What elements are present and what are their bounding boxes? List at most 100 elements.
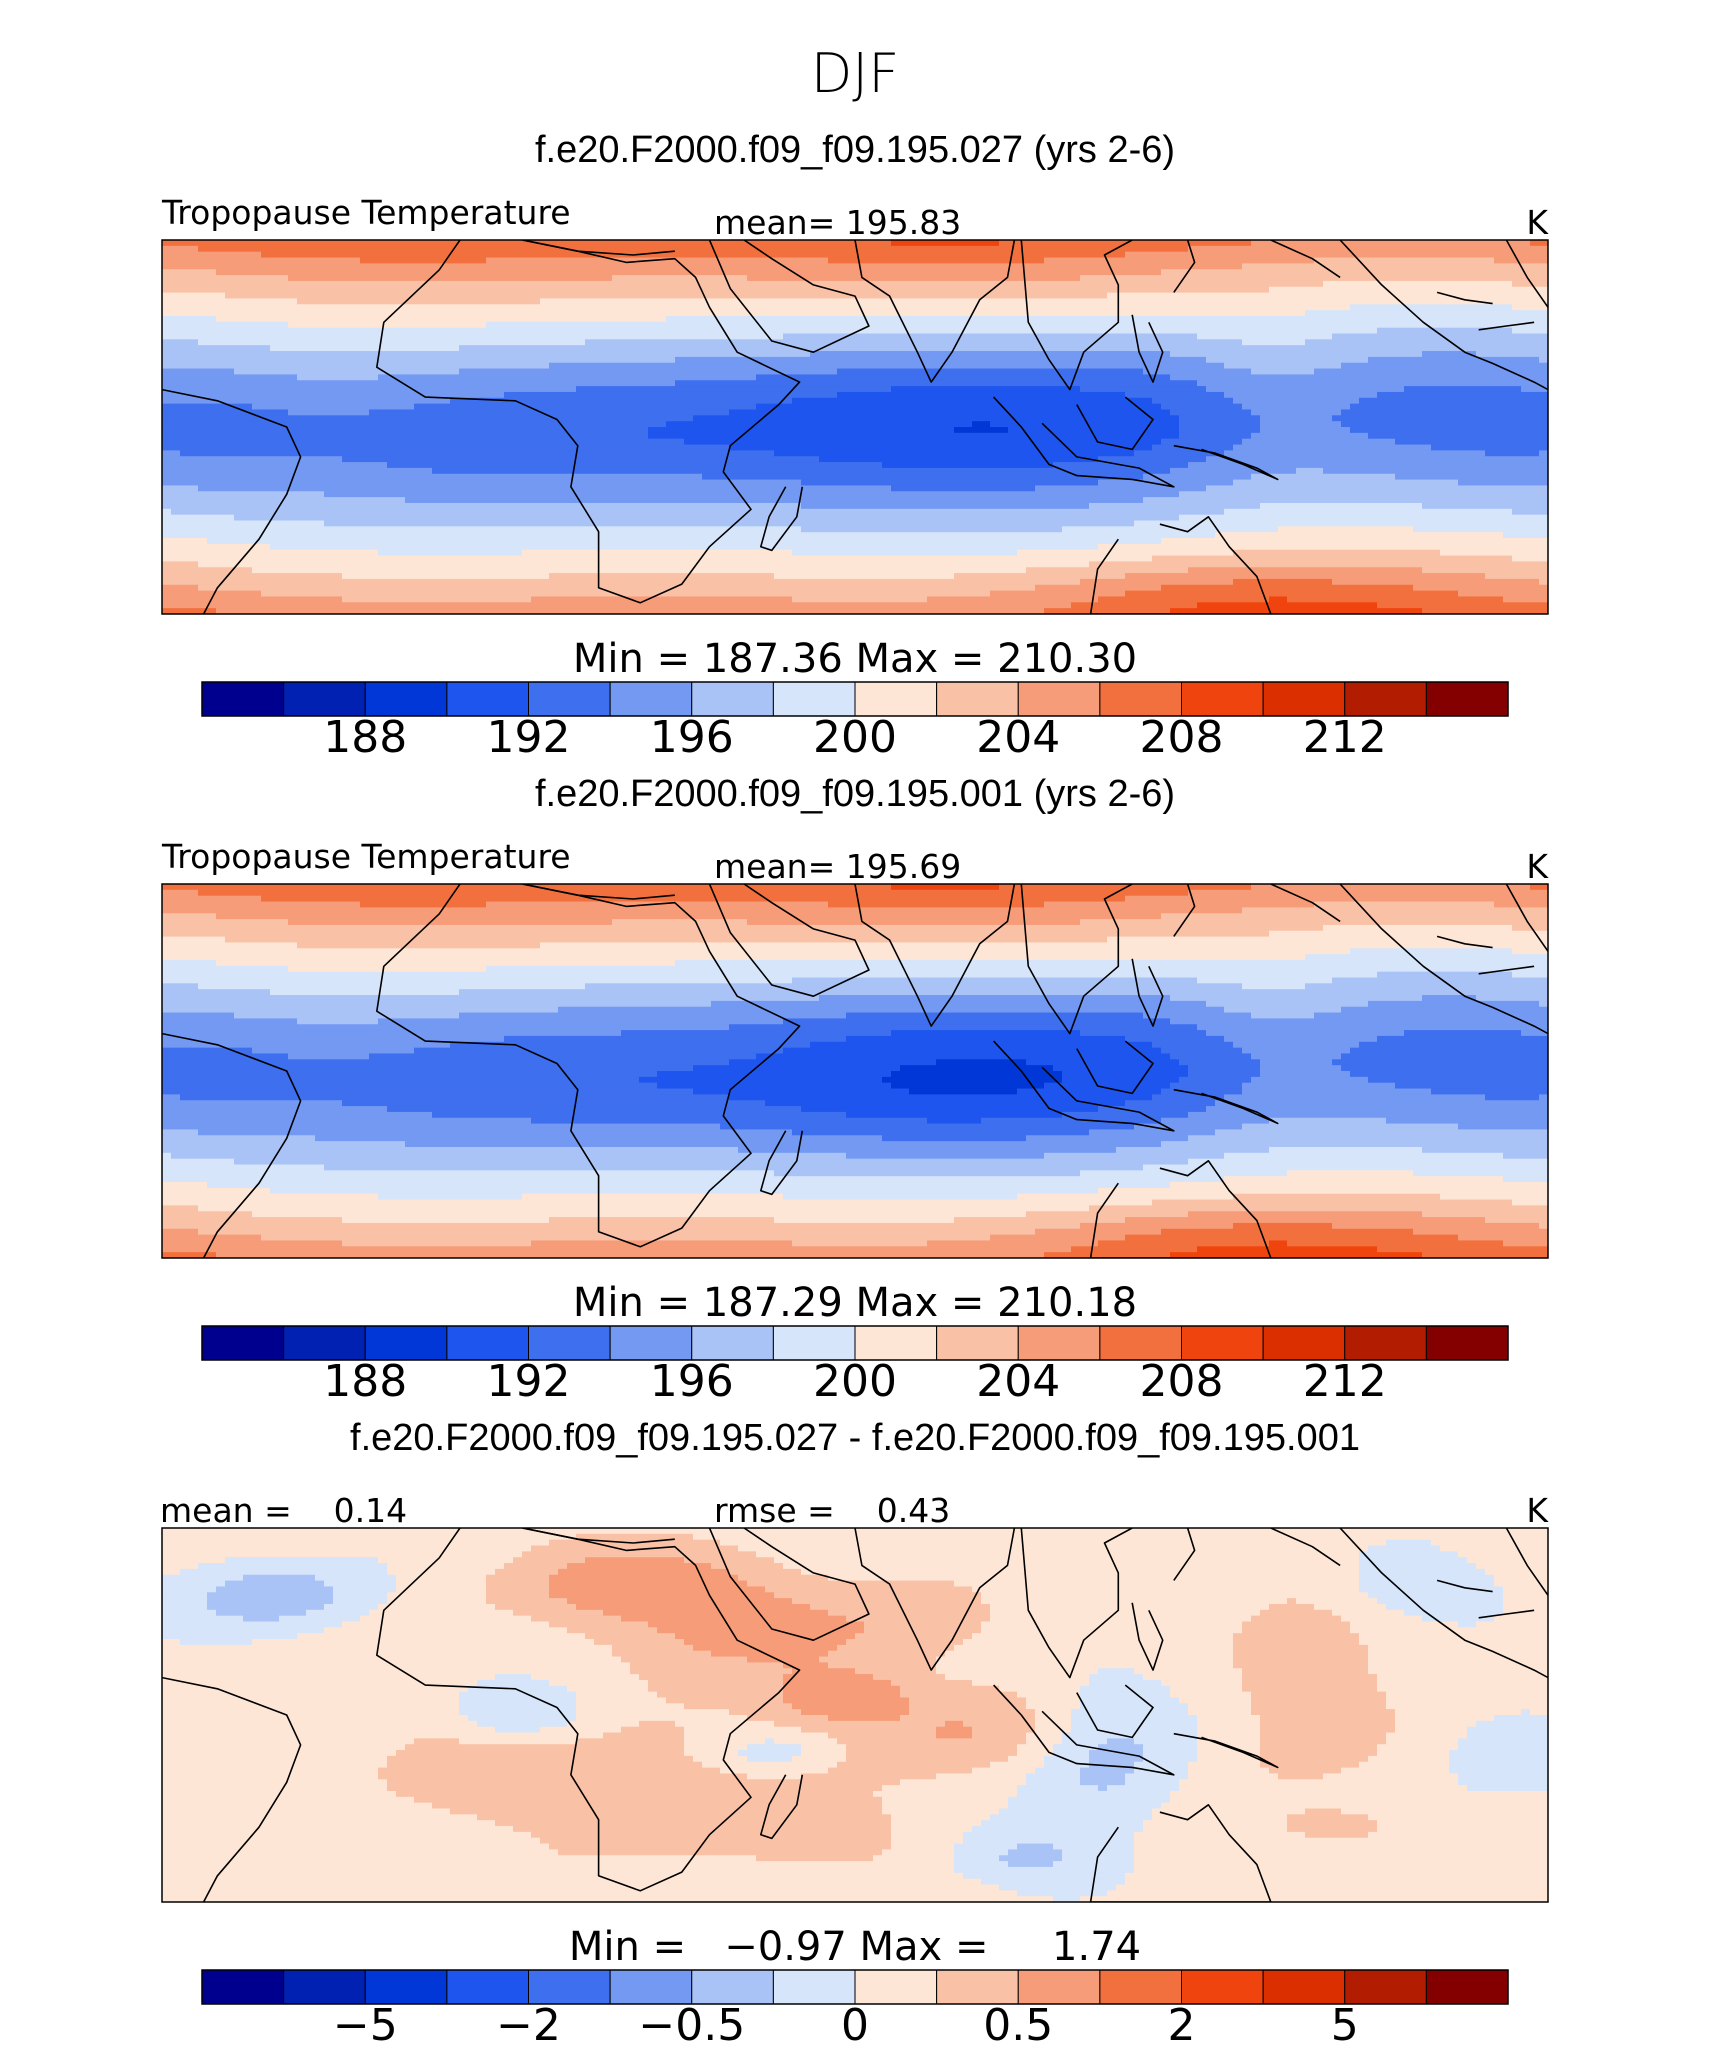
contour-cell xyxy=(981,1820,1144,1827)
contour-cell xyxy=(162,479,802,487)
contour-cell xyxy=(1188,1703,1252,1710)
contour-cell xyxy=(1026,1697,1081,1704)
contour-cell xyxy=(1233,444,1432,451)
panel-3: f.e20.F2000.f09_f09.195.027 - f.e20.F200… xyxy=(160,1417,1549,2051)
panel-1-map-frame xyxy=(161,239,1549,615)
panel-3-units-label: K xyxy=(1526,1491,1549,1530)
contour-cell xyxy=(162,327,1378,335)
contour-cell xyxy=(1449,1767,1548,1775)
contour-cell xyxy=(1197,333,1333,340)
contour-cell xyxy=(792,1598,982,1605)
contour-cell xyxy=(1404,386,1522,393)
contour-cell xyxy=(1197,1720,1261,1728)
contour-cell xyxy=(1188,462,1548,469)
contour-cell xyxy=(675,356,1207,364)
contour-cell xyxy=(162,403,253,411)
contour-cell xyxy=(495,1726,541,1734)
contour-cell xyxy=(1224,1152,1504,1160)
panel-2-title: f.e20.F2000.f09_f09.195.001 (yrs 2-6) xyxy=(535,773,1175,815)
contour-cell xyxy=(1179,1059,1261,1066)
contour-cell xyxy=(828,1650,946,1658)
contour-cell xyxy=(1179,415,1261,422)
contour-cell xyxy=(1359,1557,1468,1564)
colorbar-swatch xyxy=(854,1969,938,2005)
contour-cell xyxy=(1134,1668,1243,1675)
contour-cell xyxy=(162,1106,388,1113)
contour-cell xyxy=(756,403,1162,411)
contour-cell xyxy=(162,1662,631,1669)
contour-cell xyxy=(1287,596,1504,603)
contour-cell xyxy=(1359,1563,1477,1570)
contour-cell xyxy=(1386,1732,1468,1739)
contour-cell xyxy=(198,1205,1090,1212)
contour-cell xyxy=(756,1855,874,1862)
contour-cell xyxy=(1233,1041,1360,1049)
contour-cell xyxy=(1305,1831,1369,1839)
contour-cell xyxy=(1143,473,1252,481)
contour-cell xyxy=(1188,1709,1252,1716)
contour-cell xyxy=(378,1603,496,1611)
contour-cell xyxy=(837,1761,991,1769)
contour-cell xyxy=(549,573,775,580)
contour-cell xyxy=(1260,427,1351,434)
contour-cell xyxy=(1197,1715,1261,1722)
contour-cell xyxy=(162,1006,559,1014)
colorbar-tick-label: −2 xyxy=(496,2000,561,2051)
contour-cell xyxy=(1503,1603,1548,1611)
colorbar-swatch xyxy=(936,1969,1019,2005)
contour-cell xyxy=(1521,1030,1548,1037)
contour-cell xyxy=(162,444,730,451)
contour-cell xyxy=(1008,1755,1045,1763)
contour-cell xyxy=(1485,1217,1548,1224)
contour-cell xyxy=(810,1041,1153,1049)
contour-cell xyxy=(1170,1182,1548,1189)
panel-1-title: f.e20.F2000.f09_f09.195.027 (yrs 2-6) xyxy=(535,129,1175,171)
contour-cell xyxy=(162,1024,730,1031)
contour-cell xyxy=(774,450,1135,457)
contour-cell xyxy=(1341,1615,1423,1623)
contour-cell xyxy=(792,1668,856,1675)
contour-cell xyxy=(972,1767,1036,1775)
contour-cell xyxy=(1188,1158,1548,1166)
contour-cell xyxy=(1080,1779,1126,1786)
colorbar-swatch xyxy=(364,1325,448,1361)
contour-cell xyxy=(324,1164,1144,1171)
contour-cell xyxy=(693,1755,748,1763)
contour-cell xyxy=(1377,971,1513,979)
contour-cell xyxy=(693,1065,901,1072)
contour-cell xyxy=(1017,1790,1171,1798)
contour-cell xyxy=(162,275,289,282)
contour-cell xyxy=(1170,374,1548,381)
contour-cell xyxy=(333,1586,397,1593)
contour-cell xyxy=(1512,280,1548,288)
contour-cell xyxy=(909,1709,1036,1716)
contour-cell xyxy=(1242,1088,1432,1095)
contour-cell xyxy=(504,1035,847,1043)
contour-cell xyxy=(882,1135,1027,1142)
contour-cell xyxy=(162,538,208,545)
coastline xyxy=(1478,1609,1535,1619)
contour-cell xyxy=(1512,508,1548,516)
contour-cell xyxy=(162,555,1153,562)
colorbar-swatch xyxy=(854,1325,938,1361)
contour-cell xyxy=(378,1773,748,1780)
contour-cell xyxy=(1287,1826,1378,1833)
contour-cell xyxy=(1161,913,1548,920)
contour-cell xyxy=(297,942,541,949)
contour-cell xyxy=(1017,1088,1162,1095)
contour-cell xyxy=(1080,386,1207,393)
colorbar-swatch xyxy=(283,1325,366,1361)
contour-cell xyxy=(162,1855,757,1862)
contour-cell xyxy=(1341,362,1548,370)
contour-cell xyxy=(288,275,613,282)
contour-cell xyxy=(1305,339,1548,346)
contour-cell xyxy=(936,1732,973,1739)
coastline xyxy=(1478,321,1535,331)
colorbar-tick-label: 212 xyxy=(1303,1356,1387,1407)
contour-cell xyxy=(162,1837,541,1845)
contour-cell xyxy=(936,1656,1234,1663)
colorbar-frame xyxy=(201,681,1509,717)
contour-cell xyxy=(1422,1146,1548,1154)
contour-cell xyxy=(1242,1674,1378,1681)
contour-cell xyxy=(288,409,370,416)
